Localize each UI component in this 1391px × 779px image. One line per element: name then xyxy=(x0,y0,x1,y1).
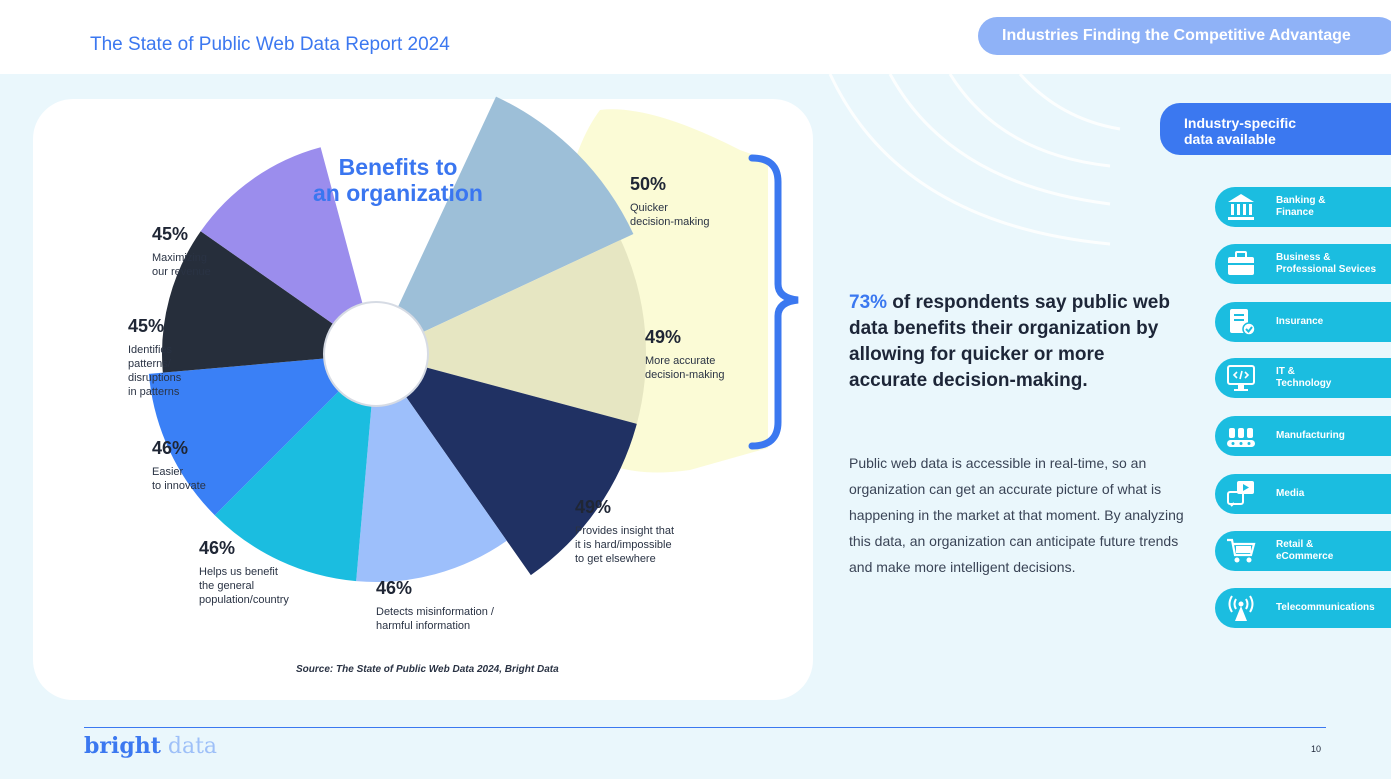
industry-label: IT & Technology xyxy=(1276,366,1332,389)
industry-manufacturing[interactable]: Manufacturing xyxy=(1215,416,1391,456)
computer-code-icon xyxy=(1227,365,1255,391)
chart-slice xyxy=(414,239,646,424)
industry-it[interactable]: IT & Technology xyxy=(1215,358,1391,398)
label-pct: 46% xyxy=(376,578,413,598)
industry-header: Industry-specific data available xyxy=(1160,103,1391,155)
label-text: Maximizing our revenue xyxy=(152,252,211,278)
label-pct: 45% xyxy=(152,224,189,244)
shopping-cart-icon xyxy=(1227,538,1256,563)
label-text: Helps us benefit the general population/… xyxy=(199,566,289,606)
insurance-document-icon xyxy=(1230,309,1256,336)
label-pct: 46% xyxy=(199,538,236,558)
industry-label: Telecommunications xyxy=(1276,602,1375,613)
industry-label: Retail & eCommerce xyxy=(1276,539,1334,562)
bright-data-logo: bright data xyxy=(84,733,217,759)
industry-label: Banking & Finance xyxy=(1276,195,1326,218)
industry-label: Business & Professional Sevices xyxy=(1276,252,1377,275)
chart-hub xyxy=(334,312,418,396)
page-number: 10 xyxy=(1311,744,1322,754)
industry-telecom[interactable]: Telecommunications xyxy=(1215,588,1391,628)
chart-title: Benefits to an organization xyxy=(290,154,506,206)
chart-slice xyxy=(148,357,347,516)
label-quicker-decision: 50% Quicker decision-making xyxy=(630,174,709,229)
report-title: The State of Public Web Data Report 2024 xyxy=(90,34,450,55)
industry-insurance[interactable]: Insurance xyxy=(1215,302,1391,342)
label-misinformation: 46% Detects misinformation / harmful inf… xyxy=(376,578,494,633)
footer-divider xyxy=(84,727,1326,728)
decorative-arcs xyxy=(828,74,1121,246)
body-paragraph: Public web data is accessible in real-ti… xyxy=(849,455,1184,575)
industry-label: Manufacturing xyxy=(1276,430,1345,441)
conveyor-icon xyxy=(1227,428,1255,447)
antenna-icon xyxy=(1228,595,1254,621)
source-note: Source: The State of Public Web Data 202… xyxy=(296,664,559,675)
headline: 73% of respondents say public web data b… xyxy=(849,290,1179,394)
chart-slice xyxy=(356,388,507,582)
headline-highlight: 73% xyxy=(849,292,888,313)
industry-label: Insurance xyxy=(1276,316,1324,327)
logo-bright: bright xyxy=(84,733,161,759)
chart-title-text: Benefits to an organization xyxy=(313,154,483,206)
highlight-brace xyxy=(748,154,799,450)
chart-slice xyxy=(214,383,373,582)
label-text: Identifies patterns/ disruptions in patt… xyxy=(128,344,182,398)
headline-text: of respondents say public web data benef… xyxy=(849,292,1170,391)
chart-slice xyxy=(393,96,634,337)
bank-icon xyxy=(1228,194,1254,220)
label-text: Provides insight that it is hard/impossi… xyxy=(575,525,675,565)
media-chat-icon xyxy=(1227,481,1254,507)
label-patterns: 45% Identifies patterns/ disruptions in … xyxy=(128,316,181,399)
label-text: More accurate decision-making xyxy=(645,355,725,381)
label-pct: 46% xyxy=(152,438,189,458)
label-text: Detects misinformation / harmful informa… xyxy=(376,606,494,632)
industry-label: Media xyxy=(1276,488,1305,499)
label-revenue: 45% Maximizing our revenue xyxy=(152,224,211,279)
industry-retail[interactable]: Retail & eCommerce xyxy=(1215,531,1391,571)
industry-business[interactable]: Business & Professional Sevices xyxy=(1215,244,1391,284)
briefcase-icon xyxy=(1228,251,1254,275)
label-pct: 49% xyxy=(575,497,612,517)
label-accurate-decision: 49% More accurate decision-making xyxy=(645,327,724,382)
label-text: Quicker decision-making xyxy=(630,202,710,228)
industry-banking[interactable]: Banking & Finance xyxy=(1215,187,1391,227)
chart-slice xyxy=(200,147,366,330)
label-pct: 50% xyxy=(630,174,667,194)
chart-slice xyxy=(161,231,342,373)
logo-data: data xyxy=(160,734,218,759)
label-pct: 45% xyxy=(128,316,165,336)
chart-slice xyxy=(400,364,637,576)
label-insight: 49% Provides insight that it is hard/imp… xyxy=(575,497,674,566)
industry-media[interactable]: Media xyxy=(1215,474,1391,514)
label-population: 46% Helps us benefit the general populat… xyxy=(199,538,289,607)
label-text: Easier to innovate xyxy=(152,466,206,492)
label-innovate: 46% Easier to innovate xyxy=(152,438,206,493)
label-pct: 49% xyxy=(645,327,682,347)
section-pill: Industries Finding the Competitive Advan… xyxy=(978,17,1391,55)
